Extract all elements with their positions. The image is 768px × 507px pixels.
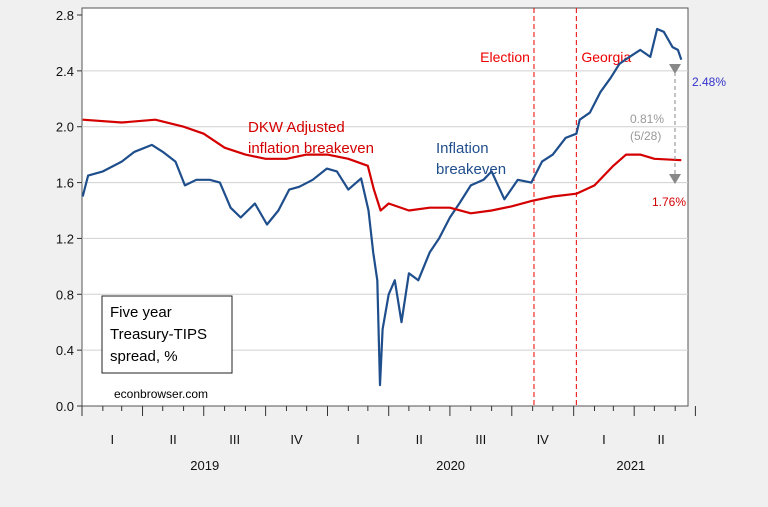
legend-line-3: spread, % [110,348,178,365]
legend-line-2: Treasury-TIPS [110,326,207,343]
y-tick-label: 0.4 [56,343,74,358]
arrow-head-bottom [669,174,681,184]
quarter-label: I [602,432,606,447]
breakeven-label-2: breakeven [436,161,506,178]
y-tick-label: 1.6 [56,176,74,191]
year-label: 2020 [436,458,465,473]
spread-label: 0.81% [630,112,664,126]
dkw-label-1: DKW Adjusted [248,119,345,136]
year-label: 2019 [190,458,219,473]
quarter-label: I [110,432,114,447]
quarter-label: II [170,432,177,447]
quarter-label: II [657,432,664,447]
source-label: econbrowser.com [114,387,208,401]
y-tick-label: 2.4 [56,64,74,79]
quarter-label: IV [537,432,550,447]
y-tick-label: 0.8 [56,287,74,302]
arrow-head-top [669,64,681,74]
breakeven-series-line [81,27,683,387]
y-tick-label: 1.2 [56,231,74,246]
y-tick-label: 2.8 [56,8,74,23]
dkw-series-line [82,118,682,215]
y-tick-label: 0.0 [56,399,74,414]
red-end-label: 1.76% [652,195,686,209]
legend-box [101,295,233,374]
blue-end-label: 2.48% [692,75,726,89]
quarter-label: III [475,432,486,447]
year-label: 2021 [616,458,645,473]
quarter-label: I [356,432,360,447]
quarter-label: III [229,432,240,447]
quarter-label: IV [290,432,303,447]
event-label: Election [480,49,530,65]
spread-date-label: (5/28) [630,129,661,143]
dkw-label-2: inflation breakeven [248,140,374,157]
legend-line-1: Five year [110,304,172,321]
event-label: Georgia [581,49,631,65]
quarter-label: II [416,432,423,447]
breakeven-label-1: Inflation [436,140,489,157]
y-tick-label: 2.0 [56,120,74,135]
